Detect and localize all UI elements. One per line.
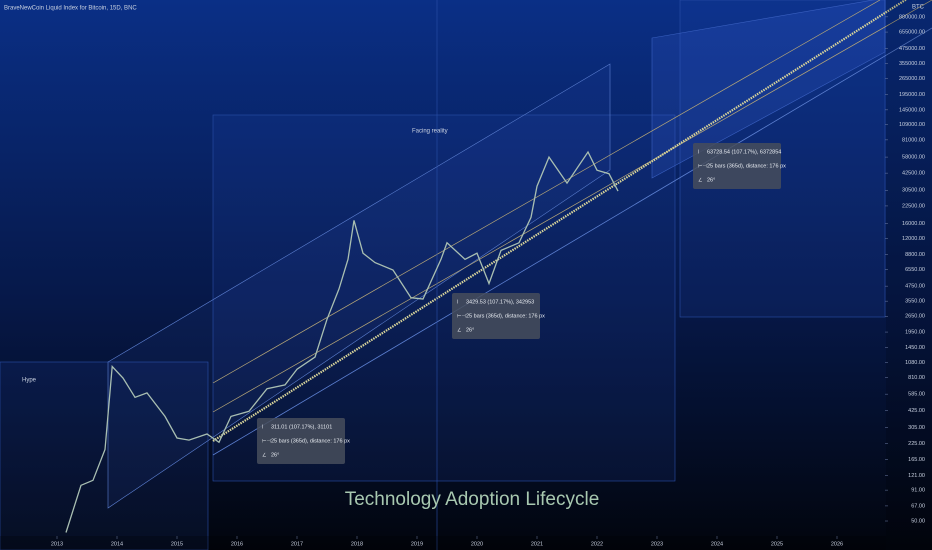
currency: BTC [912, 5, 925, 11]
x-tick-label: 2014 [111, 541, 123, 547]
time-axis [0, 536, 886, 550]
x-tick-label: 2013 [51, 541, 63, 547]
tooltip-text: 25 bars (365d), distance: 176 px [466, 313, 545, 319]
x-tick-label: 2025 [771, 541, 783, 547]
y-tick-label: 42500.00 [902, 171, 925, 177]
x-tick-label: 2023 [651, 541, 663, 547]
tooltip-text: 25 bars (365d), distance: 176 px [707, 163, 786, 169]
tooltip-icon: ⊢⊣ [698, 162, 707, 169]
tooltip-icon: ∠ [698, 177, 702, 183]
channel [107, 63, 611, 509]
tooltip [452, 293, 540, 339]
price-axis [886, 0, 932, 550]
y-tick-label: 585.00 [908, 392, 925, 398]
y-tick-label: 195000.00 [899, 92, 925, 98]
y-tick-label: 1080.00 [905, 360, 925, 366]
hype-box [0, 361, 209, 550]
tooltip-icon: I [698, 149, 699, 155]
y-tick-label: 16000.00 [902, 221, 925, 227]
tooltip-icon: I [262, 424, 263, 430]
x-tick-label: 2017 [291, 541, 303, 547]
y-tick-label: 2650.00 [905, 314, 925, 320]
y-tick-label: 425.00 [908, 408, 925, 414]
y-tick-label: 475000.00 [899, 46, 925, 52]
x-tick-label: 2020 [471, 541, 483, 547]
tooltip-text: 311.01 (107.17%), 31101 [271, 424, 332, 430]
y-tick-label: 810.00 [908, 375, 925, 381]
y-tick-label: 145000.00 [899, 107, 925, 113]
tooltip-icon: ∠ [262, 452, 266, 458]
tooltip [693, 143, 781, 189]
trend-line [212, 0, 908, 442]
y-tick-label: 22500.00 [902, 203, 925, 209]
lower-line [212, 27, 932, 456]
y-tick-label: 225.00 [908, 441, 925, 447]
y-tick-label: 4750.00 [905, 284, 925, 290]
y-tick-label: 30500.00 [902, 188, 925, 194]
y-tick-label: 165.00 [908, 457, 925, 463]
y-tick-label: 355000.00 [899, 61, 925, 67]
y-tick-label: 880000.00 [899, 14, 925, 20]
mid-line [212, 0, 932, 413]
x-tick-label: 2016 [231, 541, 243, 547]
tooltip-icon: I [457, 299, 458, 305]
y-tick-label: 12000.00 [902, 236, 925, 242]
y-tick-label: 265000.00 [899, 76, 925, 82]
y-tick-label: 8800.00 [905, 252, 925, 258]
y-tick-label: 3550.00 [905, 299, 925, 305]
y-tick-label: 58000.00 [902, 155, 925, 161]
x-tick-label: 2019 [411, 541, 423, 547]
x-tick-label: 2021 [531, 541, 543, 547]
tooltip-text: 25 bars (365d), distance: 176 px [271, 438, 350, 444]
upper-line [212, 0, 881, 384]
annotation: Hype [22, 378, 37, 384]
y-tick-label: 50.00 [911, 518, 925, 524]
annotation: Facing reality [412, 129, 448, 135]
y-tick-label: 1450.00 [905, 345, 925, 351]
y-tick-label: 109000.00 [899, 122, 925, 128]
tooltip-icon: ⊢⊣ [262, 437, 271, 444]
tooltip-text: 63728.54 (107.17%), 6372854 [707, 149, 781, 155]
x-tick-label: 2026 [831, 541, 843, 547]
price-line [65, 150, 619, 533]
y-tick-label: 121.00 [908, 473, 925, 479]
chart-title: BraveNewCoin Liquid Index for Bitcoin, 1… [4, 6, 137, 12]
y-tick-label: 91.00 [911, 488, 925, 494]
y-tick-label: 81000.00 [902, 137, 925, 143]
tooltip-text: 26° [271, 452, 279, 458]
y-tick-label: 67.00 [911, 503, 925, 509]
tooltip-text: 3429.53 (107.17%), 342953 [466, 299, 534, 305]
x-tick-label: 2024 [711, 541, 723, 547]
tooltip-icon: ⊢⊣ [457, 312, 466, 319]
x-tick-label: 2018 [351, 541, 363, 547]
subtitle: Technology Adoption Lifecycle [345, 489, 600, 510]
tooltip-icon: ∠ [457, 327, 461, 333]
y-tick-label: 655000.00 [899, 30, 925, 36]
x-tick-label: 2015 [171, 541, 183, 547]
tooltip-text: 26° [707, 177, 715, 183]
projection [651, 0, 886, 179]
tooltip [257, 418, 345, 464]
x-tick-label: 2022 [591, 541, 603, 547]
tooltip-text: 26° [466, 327, 474, 333]
y-tick-label: 305.00 [908, 425, 925, 431]
y-tick-label: 1950.00 [905, 330, 925, 336]
y-tick-label: 6550.00 [905, 267, 925, 273]
